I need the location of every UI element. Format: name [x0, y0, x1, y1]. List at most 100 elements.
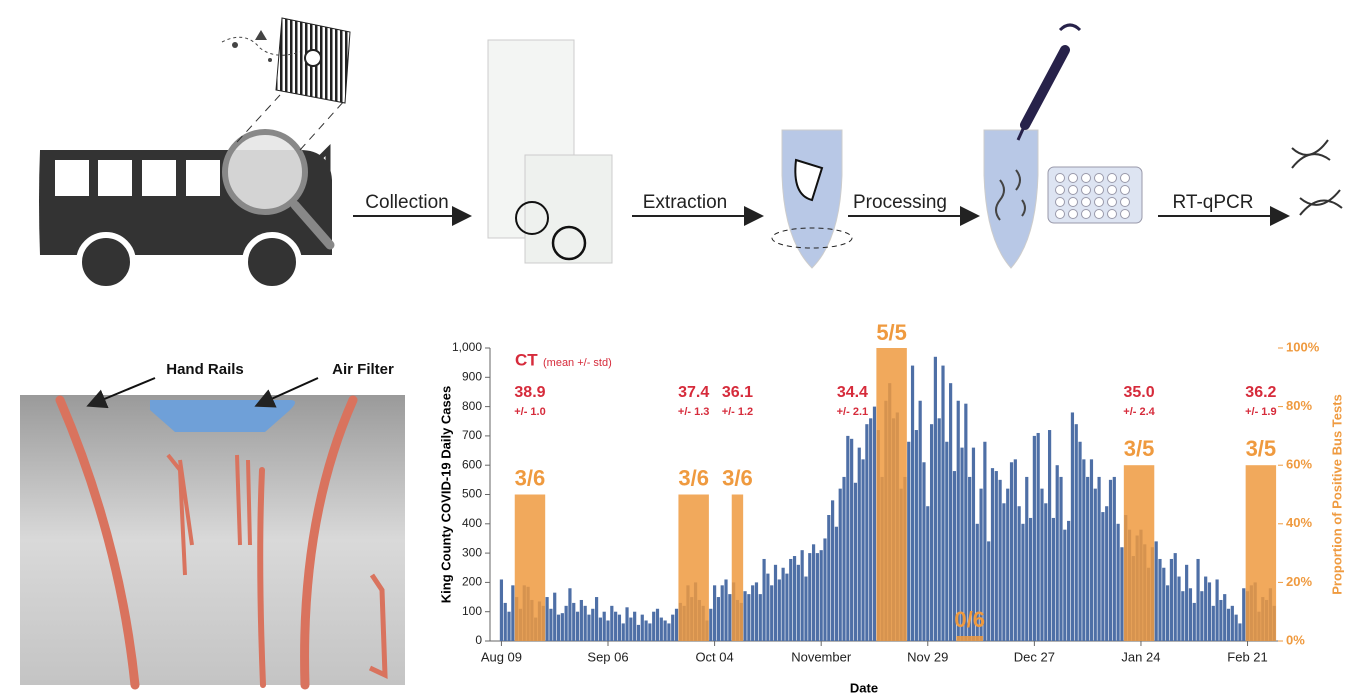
ct-std-label: +/- 2.1	[837, 406, 869, 418]
bar	[827, 515, 831, 641]
bar	[1097, 476, 1101, 641]
bar	[758, 594, 762, 641]
ct-label: 38.9	[514, 384, 545, 401]
bar	[640, 614, 644, 641]
y-axis-label: King County COVID-19 Daily Cases	[438, 386, 453, 603]
bar	[648, 623, 652, 641]
bar	[671, 614, 675, 641]
bar	[1211, 605, 1215, 641]
bar	[564, 605, 568, 641]
ct-std-label: +/- 1.3	[678, 406, 710, 418]
bus-interior-photo	[20, 395, 405, 690]
bar	[1070, 412, 1075, 641]
bar	[910, 365, 915, 641]
bar	[1185, 564, 1189, 641]
y-tick-label: 900	[462, 369, 482, 383]
bar	[1089, 459, 1094, 641]
bar	[819, 550, 823, 641]
bus-test-bar	[1123, 465, 1155, 641]
bar	[796, 564, 800, 641]
step-label: Processing	[853, 192, 947, 213]
bar	[663, 620, 667, 641]
annotation-sub: (mean +/- std)	[543, 357, 612, 369]
x-tick-label: Feb 21	[1227, 649, 1267, 664]
bus-test-label: 5/5	[876, 320, 907, 345]
bar	[838, 488, 842, 641]
bus-test-bar	[514, 494, 546, 641]
y2-axis-label: Proportion of Positive Bus Tests	[1329, 394, 1344, 595]
x-tick-label: November	[791, 649, 852, 664]
y2-tick-label: 80%	[1286, 398, 1312, 413]
bar	[831, 500, 835, 641]
bar	[1173, 553, 1177, 641]
bar	[1196, 558, 1200, 641]
bar	[1105, 506, 1109, 641]
x-tick-label: Sep 06	[587, 649, 628, 664]
bar	[674, 608, 679, 641]
y-tick-label: 1,000	[452, 340, 482, 354]
bar	[720, 585, 724, 641]
step-label: RT-qPCR	[1173, 192, 1254, 213]
processing-icon	[983, 23, 1143, 269]
bus-test-label: 3/5	[1124, 436, 1155, 461]
y2-tick-label: 20%	[1286, 574, 1312, 589]
bar	[971, 447, 976, 641]
bus-test-label: 0/6	[954, 607, 985, 632]
bar	[1002, 503, 1006, 641]
bar	[1116, 523, 1120, 641]
bar	[507, 611, 511, 641]
y-tick-label: 800	[462, 399, 482, 413]
bar	[990, 468, 995, 641]
bus-test-bar	[731, 494, 744, 641]
bar	[1169, 558, 1174, 641]
bar	[842, 476, 846, 641]
bar	[713, 585, 717, 641]
bar	[1082, 459, 1086, 641]
bar	[1200, 591, 1204, 641]
bar	[777, 579, 781, 641]
bar	[922, 462, 926, 641]
chart: 0 100 200 300 400 500 600 700 800 900 1,000 0% 20% 40…	[438, 320, 1344, 696]
bar	[1032, 435, 1036, 641]
bar	[1162, 567, 1166, 641]
bar	[545, 597, 549, 641]
bar	[1028, 517, 1033, 641]
bar	[1059, 476, 1063, 641]
y2-tick-label: 60%	[1286, 457, 1312, 472]
bar	[1219, 599, 1223, 641]
bar	[1078, 441, 1082, 641]
bar	[762, 558, 766, 641]
bar	[1207, 582, 1212, 641]
bar	[587, 614, 591, 641]
bags-icon	[487, 39, 613, 264]
photo-label: Air Filter	[332, 361, 394, 378]
bar	[1006, 488, 1010, 641]
bar	[499, 579, 504, 641]
bar	[1120, 547, 1124, 641]
bar	[785, 573, 789, 641]
arrow	[254, 377, 319, 408]
bar	[556, 614, 561, 641]
y-tick-label: 600	[462, 457, 482, 471]
bar	[591, 608, 595, 641]
bar	[606, 620, 610, 641]
bar	[1074, 424, 1078, 641]
bar	[1040, 488, 1044, 641]
dna-icon	[1291, 139, 1343, 216]
bar	[968, 476, 972, 641]
bar	[751, 585, 755, 641]
bar	[659, 617, 663, 641]
bar	[602, 611, 606, 641]
bar	[621, 623, 625, 641]
bar	[610, 605, 614, 641]
annotation: CT	[515, 350, 538, 369]
bar	[804, 576, 808, 641]
y-tick-label: 200	[462, 575, 482, 589]
bar	[1242, 588, 1246, 641]
ct-std-label: +/- 2.4	[1123, 406, 1155, 418]
photo-label: Hand Rails	[166, 361, 244, 378]
bar	[652, 611, 656, 641]
y-tick-label: 700	[462, 428, 482, 442]
bar	[709, 608, 713, 641]
bus-test-bar	[678, 494, 709, 641]
